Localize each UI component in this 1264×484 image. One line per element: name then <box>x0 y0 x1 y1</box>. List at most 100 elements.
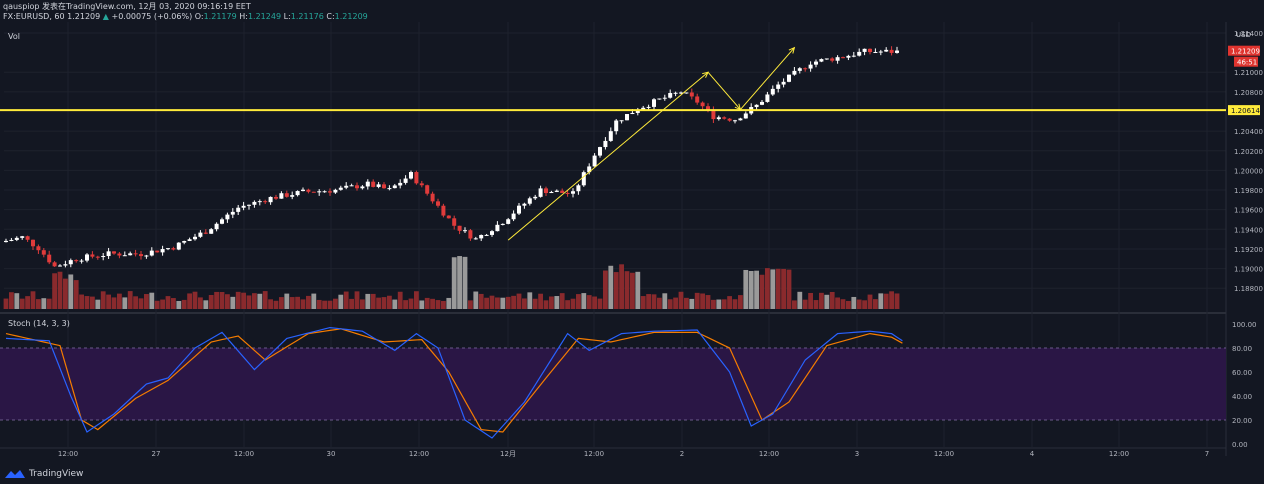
volume-bar <box>441 300 446 309</box>
volume-bar <box>662 293 668 309</box>
trend-arrows[interactable] <box>507 46 796 241</box>
candle <box>290 191 295 200</box>
close-label: C: <box>326 12 335 21</box>
candle <box>338 185 343 191</box>
volume-bar <box>41 298 47 309</box>
candle <box>311 191 316 193</box>
volume-bar <box>176 300 182 309</box>
candle <box>409 170 413 180</box>
volume-bar <box>187 293 192 309</box>
volume-bar <box>565 300 570 309</box>
candle <box>328 188 332 196</box>
high-label: H: <box>239 12 248 21</box>
volume-bar <box>889 291 894 309</box>
volume-bar <box>376 297 381 309</box>
candle <box>349 183 354 187</box>
volume-bar <box>538 293 543 309</box>
volume-bar <box>252 293 257 309</box>
volume-bar <box>73 280 79 309</box>
volume-bar <box>219 292 225 309</box>
volume-bar <box>284 293 290 309</box>
volume-bar <box>846 300 851 309</box>
candle <box>203 229 208 235</box>
candle <box>198 230 203 238</box>
candle <box>878 49 883 56</box>
time-tick: 27 <box>152 450 161 458</box>
time-tick: 12:00 <box>234 450 254 458</box>
candle <box>792 67 797 76</box>
volume-bar <box>387 295 392 309</box>
candle <box>776 81 781 93</box>
volume-bar <box>775 268 781 309</box>
volume-bar <box>894 293 900 309</box>
open-label: O: <box>194 12 204 21</box>
candle <box>263 199 268 205</box>
volume-bar <box>478 293 484 309</box>
candle <box>419 180 424 188</box>
volume-bar <box>792 300 797 309</box>
volume-bar <box>619 264 624 309</box>
candle <box>117 251 122 259</box>
candle <box>414 170 419 185</box>
volume-bar <box>689 298 695 309</box>
candle <box>268 196 273 205</box>
stoch-tick: 0.00 <box>1232 441 1248 449</box>
currency-label: USD <box>1236 31 1251 39</box>
stoch-tick: 60.00 <box>1232 369 1252 377</box>
last-price-badge <box>1228 45 1260 56</box>
candles[interactable] <box>4 46 899 268</box>
candle <box>160 245 165 256</box>
candle <box>571 188 575 198</box>
candle <box>182 240 187 245</box>
candle <box>63 260 68 268</box>
volume-bar <box>586 295 592 309</box>
candle <box>58 264 62 267</box>
candle <box>830 57 835 63</box>
candle <box>473 236 478 240</box>
candle <box>527 196 532 206</box>
price-tick: 1.19800 <box>1234 187 1263 195</box>
candle <box>781 78 786 88</box>
price-change: +0.00075 (+0.06%) <box>111 12 193 21</box>
candle <box>576 183 581 195</box>
volume-bar <box>25 296 30 309</box>
candle <box>4 238 8 243</box>
candle <box>868 48 872 55</box>
volume-bar <box>797 291 803 309</box>
volume-bar <box>505 296 511 309</box>
footer-brand[interactable]: TradingView <box>4 468 83 480</box>
time-tick: 12:00 <box>409 450 429 458</box>
time-tick: 12:00 <box>584 450 604 458</box>
candle <box>889 46 894 56</box>
candle <box>657 98 662 100</box>
candle <box>430 191 435 204</box>
volume-bar <box>79 294 84 309</box>
candle <box>565 190 570 197</box>
volume-bar <box>754 270 759 309</box>
candle <box>652 98 656 111</box>
candle <box>36 244 41 254</box>
volume-bar <box>84 296 90 309</box>
volume-bar <box>867 294 873 309</box>
candle <box>220 217 224 225</box>
volume-bar <box>765 268 770 309</box>
candle <box>106 247 111 259</box>
volume-bar <box>646 294 651 309</box>
candle <box>9 237 14 242</box>
time-tick: 12:00 <box>1109 450 1129 458</box>
volume-bar <box>160 299 165 309</box>
candle <box>835 55 840 64</box>
candle <box>441 203 446 218</box>
stoch-tick: 100.00 <box>1232 321 1257 329</box>
candle <box>214 222 219 232</box>
volume-bar <box>878 293 884 309</box>
volume-bar <box>829 291 835 309</box>
candle <box>122 251 127 257</box>
volume-bar <box>781 268 786 309</box>
candle <box>841 56 845 59</box>
volume-bar <box>856 299 862 309</box>
candle <box>484 233 489 236</box>
countdown-text: 46:51 <box>1237 59 1257 67</box>
candle <box>895 46 899 54</box>
